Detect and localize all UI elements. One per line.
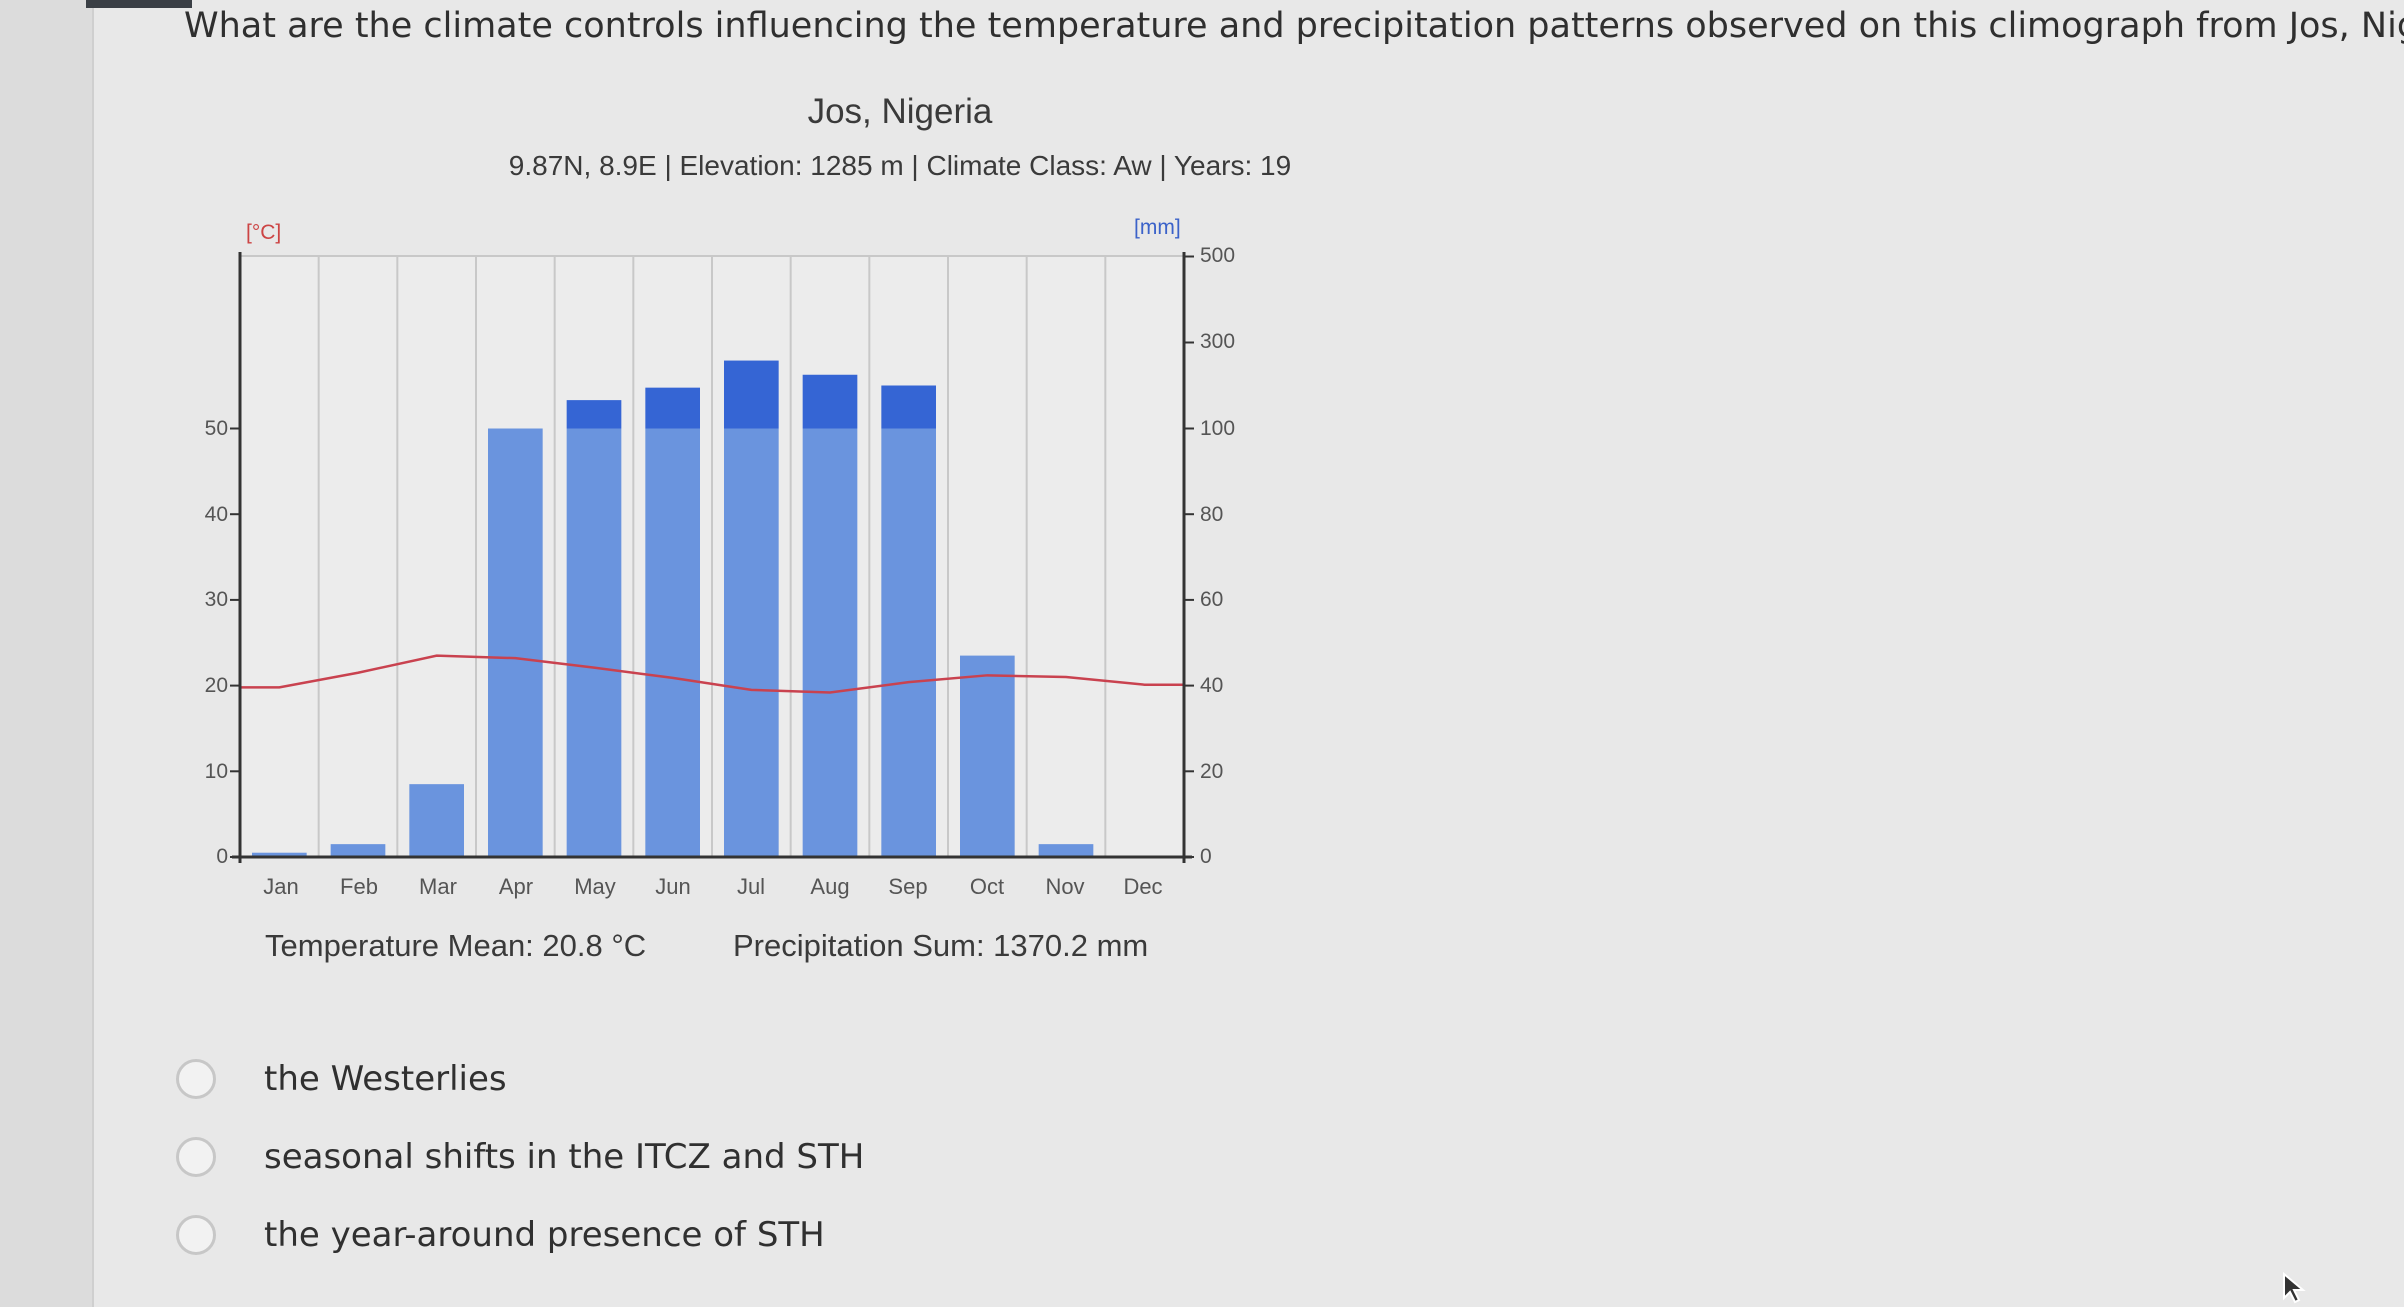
month-label: Jul [736, 874, 766, 899]
radio-button[interactable] [176, 1215, 216, 1255]
precipitation-bar [566, 428, 622, 857]
right-tick-label: 20 [1200, 760, 1224, 783]
right-tick-label: 80 [1200, 503, 1224, 526]
right-tick-label: 100 [1200, 417, 1236, 440]
right-tick-label: 40 [1200, 674, 1224, 697]
precipitation-unit-label: [mm] [1134, 216, 1181, 239]
right-tick-label: 0 [1200, 845, 1212, 868]
left-panel-strip [0, 0, 94, 1307]
month-label: Mar [419, 874, 457, 899]
temperature-unit-label: [°C] [246, 221, 282, 244]
month-label: Dec [1123, 874, 1163, 899]
month-label: Feb [340, 874, 378, 899]
month-label: May [574, 874, 616, 899]
climograph: Jos, Nigeria 9.87N, 8.9E | Elevation: 12… [0, 0, 1320, 1000]
option-label: the year-around presence of STH [264, 1215, 825, 1255]
precipitation-bar [802, 428, 858, 857]
temperature-line [240, 654, 1184, 694]
chart-title: Jos, Nigeria [807, 92, 993, 131]
temperature-mean: Temperature Mean: 20.8 °C [265, 928, 647, 963]
option-label: the Westerlies [264, 1059, 507, 1099]
answer-options: the Westerlies seasonal shifts in the IT… [176, 1040, 1076, 1274]
precipitation-bar-top [645, 387, 700, 429]
answer-option[interactable]: the year-around presence of STH [176, 1196, 1076, 1274]
precipitation-bar-top [724, 360, 779, 429]
month-label: Aug [810, 874, 850, 899]
precipitation-bar [645, 428, 700, 857]
answer-option[interactable]: the Westerlies [176, 1040, 1076, 1118]
precipitation-bar [960, 655, 1015, 857]
precipitation-bar-top [881, 385, 936, 429]
chart-subtitle: 9.87N, 8.9E | Elevation: 1285 m | Climat… [508, 150, 1292, 181]
month-label: Apr [498, 874, 534, 899]
precipitation-bar [409, 784, 464, 857]
precipitation-bar [330, 844, 386, 857]
month-label: Nov [1045, 874, 1085, 899]
climograph-svg [230, 252, 1194, 863]
month-label: Sep [888, 874, 928, 899]
top-tab-indicator [86, 0, 192, 8]
question-text: What are the climate controls influencin… [184, 6, 2404, 46]
left-tick-label: 40 [204, 503, 228, 526]
left-tick-label: 30 [204, 588, 228, 611]
precipitation-sum: Precipitation Sum: 1370.2 mm [733, 928, 1149, 963]
precipitation-bar-top [566, 400, 622, 429]
left-tick-label: 10 [204, 760, 228, 783]
option-label: seasonal shifts in the ITCZ and STH [264, 1137, 865, 1177]
month-label: Oct [969, 874, 1005, 899]
precipitation-bar [252, 852, 307, 857]
left-tick-label: 0 [216, 845, 228, 868]
radio-button[interactable] [176, 1137, 216, 1177]
radio-button[interactable] [176, 1059, 216, 1099]
precipitation-bar [1038, 844, 1094, 857]
mouse-cursor-icon [2283, 1272, 2306, 1304]
precipitation-bar [724, 428, 779, 857]
month-label: Jan [263, 874, 299, 899]
precipitation-bar [488, 428, 543, 857]
right-tick-label: 300 [1200, 330, 1236, 353]
right-tick-label: 500 [1200, 244, 1236, 267]
left-tick-label: 20 [204, 674, 228, 697]
precipitation-bar [881, 428, 936, 857]
answer-option[interactable]: seasonal shifts in the ITCZ and STH [176, 1118, 1076, 1196]
precipitation-bar-top [802, 374, 858, 429]
right-tick-label: 60 [1200, 588, 1224, 611]
month-label: Jun [655, 874, 691, 899]
left-tick-label: 50 [204, 417, 228, 440]
